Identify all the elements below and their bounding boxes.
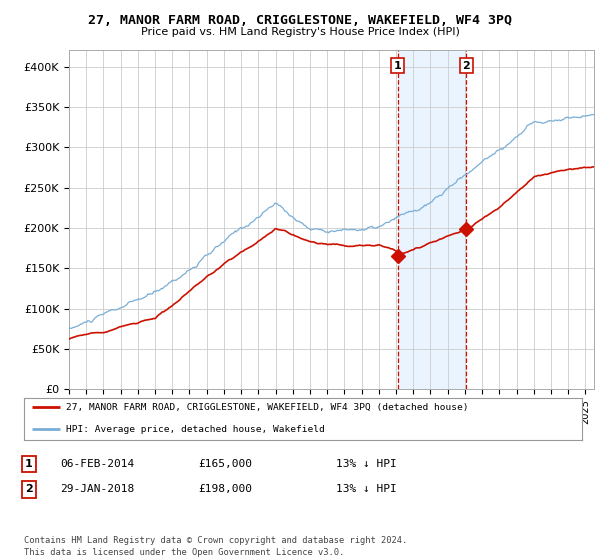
Text: HPI: Average price, detached house, Wakefield: HPI: Average price, detached house, Wake… — [66, 424, 325, 433]
Text: 1: 1 — [25, 459, 32, 469]
Text: 2: 2 — [25, 484, 32, 494]
Text: Price paid vs. HM Land Registry's House Price Index (HPI): Price paid vs. HM Land Registry's House … — [140, 27, 460, 37]
Text: 27, MANOR FARM ROAD, CRIGGLESTONE, WAKEFIELD, WF4 3PQ (detached house): 27, MANOR FARM ROAD, CRIGGLESTONE, WAKEF… — [66, 403, 469, 412]
Text: 13% ↓ HPI: 13% ↓ HPI — [336, 484, 397, 494]
Bar — [398, 50, 466, 389]
Text: 13% ↓ HPI: 13% ↓ HPI — [336, 459, 397, 469]
Text: £198,000: £198,000 — [198, 484, 252, 494]
Text: £165,000: £165,000 — [198, 459, 252, 469]
Text: 27, MANOR FARM ROAD, CRIGGLESTONE, WAKEFIELD, WF4 3PQ: 27, MANOR FARM ROAD, CRIGGLESTONE, WAKEF… — [88, 14, 512, 27]
Text: 06-FEB-2014: 06-FEB-2014 — [60, 459, 134, 469]
Text: Contains HM Land Registry data © Crown copyright and database right 2024.
This d: Contains HM Land Registry data © Crown c… — [24, 536, 407, 557]
Text: 2: 2 — [463, 60, 470, 71]
Text: 1: 1 — [394, 60, 401, 71]
Text: 29-JAN-2018: 29-JAN-2018 — [60, 484, 134, 494]
